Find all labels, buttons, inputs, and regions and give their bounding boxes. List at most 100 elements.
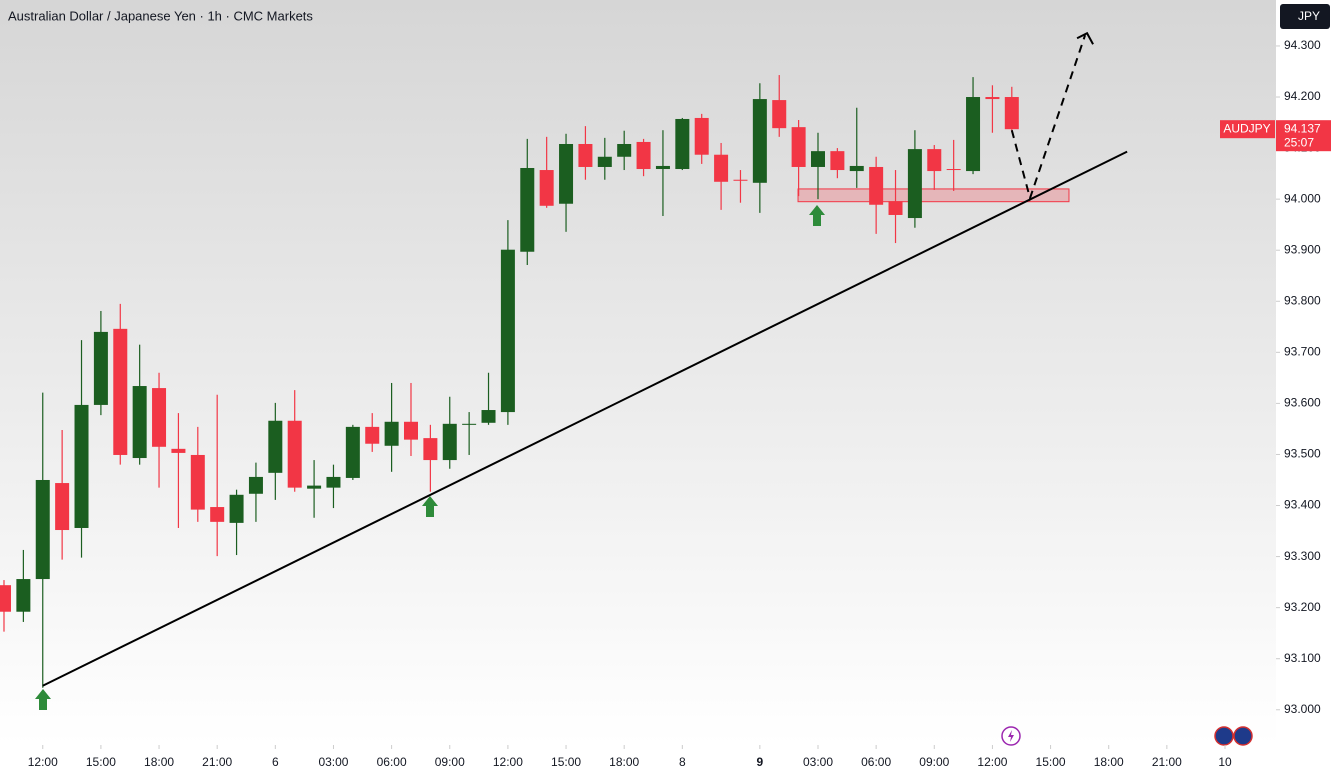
x-tick-label: 6 (272, 755, 279, 769)
countdown-label: 25:07 (1284, 135, 1314, 149)
x-tick-label: 06:00 (377, 755, 407, 769)
last-price-label: 94.137 (1284, 121, 1321, 135)
candle-body (55, 483, 70, 531)
x-tick-label: 18:00 (609, 755, 639, 769)
candle-body (539, 170, 554, 206)
y-tick-label: 93.000 (1284, 702, 1321, 716)
y-tick-label: 93.900 (1284, 242, 1321, 256)
x-tick-label: 21:00 (1152, 755, 1182, 769)
y-tick-label: 94.200 (1284, 89, 1321, 103)
candle-body (733, 179, 748, 181)
symbol-badge (1220, 120, 1275, 139)
y-tick-label: 93.200 (1284, 600, 1321, 614)
x-tick-label: 15:00 (86, 755, 116, 769)
candle-body (384, 421, 399, 446)
y-tick-label: 93.800 (1284, 293, 1321, 307)
candle-body (326, 476, 341, 488)
candle-body (927, 149, 942, 172)
projection-arrowhead (1076, 31, 1094, 45)
x-tick-label: 06:00 (861, 755, 891, 769)
x-tick-label: 09:00 (919, 755, 949, 769)
candle-body (35, 479, 50, 580)
candle-body (229, 494, 244, 523)
candle-body (714, 154, 729, 182)
symbol-label: AUDJPY (1223, 121, 1270, 135)
candle-body (869, 166, 884, 205)
candle-body (985, 97, 1000, 100)
candle-body (132, 386, 147, 459)
candle-body (307, 485, 322, 489)
candle-body (966, 97, 981, 172)
y-tick-label: 94.000 (1284, 191, 1321, 205)
projection-path (1010, 34, 1087, 202)
y-tick-label: 93.700 (1284, 345, 1321, 359)
flag-icon[interactable] (1233, 726, 1253, 746)
up-arrow (35, 689, 51, 710)
candle-body (16, 579, 31, 612)
last-price-badge (1276, 120, 1331, 152)
candle-body (597, 156, 612, 167)
time-axis (0, 745, 1276, 777)
candle-body (365, 426, 380, 444)
candle-body (617, 143, 632, 157)
candle-body (287, 420, 302, 488)
y-tick-label: 93.500 (1284, 447, 1321, 461)
y-tick-label: 93.400 (1284, 498, 1321, 512)
candle-body (268, 420, 283, 473)
candle-body (403, 421, 418, 440)
candle-body (113, 328, 128, 455)
plot-background (0, 0, 1276, 745)
x-tick-label: 12:00 (28, 755, 58, 769)
x-tick-label: 12:00 (493, 755, 523, 769)
candle-body (1004, 97, 1019, 130)
candle-body (210, 507, 225, 522)
x-tick-label: 03:00 (318, 755, 348, 769)
candle-body (423, 438, 438, 461)
candle-body (345, 426, 360, 478)
x-tick-label: 8 (679, 755, 686, 769)
x-tick-label: 15:00 (551, 755, 581, 769)
candle-body (849, 165, 864, 172)
x-tick-label: 12:00 (977, 755, 1007, 769)
candle-body (694, 117, 709, 155)
flag-icon[interactable] (1214, 726, 1234, 746)
candle-body (888, 201, 903, 215)
trendline (42, 150, 1128, 687)
y-tick-label: 93.600 (1284, 396, 1321, 410)
currency-label[interactable]: JPY (1298, 9, 1320, 23)
candle-body (442, 423, 457, 461)
candle-body (152, 388, 167, 447)
plot (0, 31, 1128, 688)
candle-body (772, 100, 787, 129)
chart-title: Australian Dollar / Japanese Yen · 1h · … (8, 8, 313, 23)
y-tick-label: 93.300 (1284, 549, 1321, 563)
currency-button[interactable] (1280, 4, 1330, 29)
y-tick-label: 93.100 (1284, 651, 1321, 665)
x-tick-label: 9 (757, 755, 764, 769)
x-tick-label: 03:00 (803, 755, 833, 769)
candle-body (190, 454, 205, 510)
candle-body (248, 476, 263, 494)
candle-body (481, 410, 496, 423)
candle-body (0, 585, 11, 612)
candle-body (93, 331, 108, 405)
candle-body (675, 118, 690, 170)
candle-body (74, 404, 89, 528)
candle-body (171, 448, 186, 453)
candle-body (520, 167, 535, 252)
y-tick-label: 94.300 (1284, 38, 1321, 52)
candle-body (830, 151, 845, 171)
x-tick-label: 18:00 (1094, 755, 1124, 769)
candle-body (752, 99, 767, 183)
candle-body (636, 141, 651, 170)
event-icon-bolt (1008, 730, 1014, 742)
candle-body (462, 423, 477, 425)
candle-body (907, 149, 922, 219)
x-tick-label: 09:00 (435, 755, 465, 769)
up-arrow (809, 205, 825, 226)
candle-body (559, 143, 574, 204)
signal-arrows (35, 205, 825, 710)
candle-body (810, 151, 825, 167)
